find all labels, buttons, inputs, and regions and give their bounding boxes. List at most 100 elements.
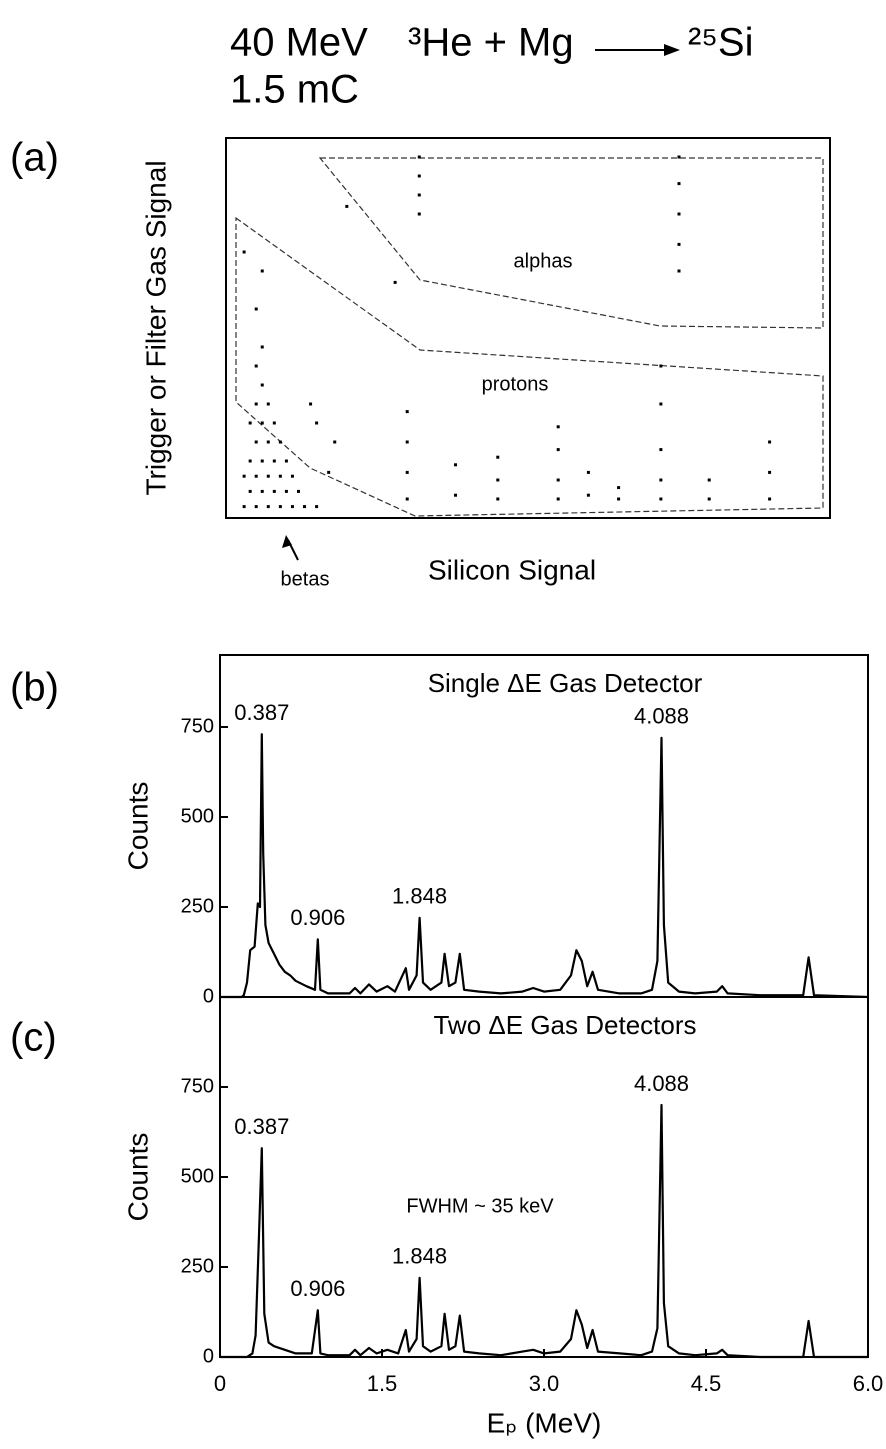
annotation-arrowhead — [282, 535, 292, 548]
event-dot — [248, 459, 252, 463]
panel-title: Single ΔE Gas Detector — [428, 668, 703, 698]
event-dot — [677, 242, 681, 246]
event-dot — [296, 489, 300, 493]
event-dot — [272, 459, 276, 463]
event-dot — [266, 505, 270, 509]
event-dot — [586, 493, 590, 497]
title-charge: 1.5 mC — [230, 68, 359, 112]
event-dot — [266, 474, 270, 478]
title-product: ²⁵Si — [688, 21, 753, 65]
x-tick-label: 0 — [214, 1371, 226, 1396]
annotation: alphas — [514, 250, 573, 272]
event-dot — [278, 440, 282, 444]
x-axis-label: Eₚ (MeV) — [487, 1407, 602, 1438]
y-tick-label: 0 — [203, 985, 214, 1007]
y-tick-label: 500 — [181, 805, 214, 827]
event-dot — [254, 440, 258, 444]
peak-label: 0.906 — [290, 905, 345, 930]
annotation: FWHM ~ 35 keV — [406, 1195, 554, 1217]
event-dot — [345, 204, 349, 208]
event-dot — [556, 425, 560, 429]
event-dot — [315, 421, 319, 425]
event-dot — [677, 182, 681, 186]
y-axis-label: Counts — [122, 782, 153, 871]
event-dot — [260, 489, 264, 493]
panel-label: (b) — [10, 666, 59, 710]
annotation: protons — [482, 373, 549, 395]
proton-gate — [235, 216, 824, 517]
event-dot — [659, 402, 663, 406]
event-dot — [260, 459, 264, 463]
event-dot — [677, 212, 681, 216]
event-dot — [315, 505, 319, 509]
panel-title: Two ΔE Gas Detectors — [433, 1010, 696, 1040]
spectrum-line — [220, 733, 869, 999]
event-dot — [290, 505, 294, 509]
event-dot — [659, 478, 663, 482]
event-dot — [242, 505, 246, 509]
event-dot — [242, 474, 246, 478]
y-tick-label: 250 — [181, 895, 214, 917]
event-dot — [405, 440, 409, 444]
y-tick-label: 750 — [181, 715, 214, 737]
event-dot — [677, 155, 681, 159]
event-dot — [254, 505, 258, 509]
event-dot — [586, 470, 590, 474]
event-dot — [309, 402, 313, 406]
x-tick-label: 1.5 — [367, 1371, 398, 1396]
event-dot — [496, 478, 500, 482]
event-dot — [659, 448, 663, 452]
peak-label: 0.387 — [234, 700, 289, 725]
event-dot — [707, 478, 711, 482]
panel-label: (a) — [10, 136, 59, 180]
event-dot — [417, 174, 421, 178]
event-dot — [405, 470, 409, 474]
x-tick-label: 4.5 — [691, 1371, 722, 1396]
plot-frame — [219, 996, 869, 1358]
event-dot — [556, 497, 560, 501]
event-dot — [556, 448, 560, 452]
event-dot — [327, 470, 331, 474]
event-dot — [254, 474, 258, 478]
event-dot — [248, 489, 252, 493]
y-tick-label: 500 — [181, 1165, 214, 1187]
event-dot — [405, 410, 409, 414]
event-dot — [260, 421, 264, 425]
event-dot — [454, 463, 458, 467]
event-dot — [260, 345, 264, 349]
event-dot — [272, 489, 276, 493]
annotation: betas — [281, 568, 330, 590]
event-dot — [556, 478, 560, 482]
event-dot — [707, 497, 711, 501]
peak-label: 1.848 — [392, 1244, 447, 1269]
event-dot — [417, 155, 421, 159]
y-tick-label: 0 — [203, 1345, 214, 1367]
event-dot — [768, 497, 772, 501]
y-tick-label: 750 — [181, 1075, 214, 1097]
spectrum-line — [220, 1103, 868, 1359]
panel-label: (c) — [10, 1016, 57, 1060]
y-axis-label: Trigger or Filter Gas Signal — [140, 160, 171, 495]
event-dot — [266, 402, 270, 406]
event-dot — [417, 193, 421, 197]
title-reaction: ³He + Mg — [408, 21, 574, 65]
plot-frame — [225, 137, 831, 519]
event-dot — [768, 470, 772, 474]
event-dot — [242, 250, 246, 254]
peak-label: 4.088 — [634, 704, 689, 729]
event-dot — [272, 421, 276, 425]
event-dot — [290, 474, 294, 478]
x-tick-label: 3.0 — [529, 1371, 560, 1396]
x-tick-label: 6.0 — [853, 1371, 884, 1396]
peak-label: 0.387 — [234, 1114, 289, 1139]
event-dot — [254, 402, 258, 406]
y-tick-label: 250 — [181, 1255, 214, 1277]
event-dot — [248, 421, 252, 425]
event-dot — [260, 383, 264, 387]
event-dot — [496, 455, 500, 459]
peak-label: 1.848 — [392, 884, 447, 909]
event-dot — [303, 505, 307, 509]
peak-label: 0.906 — [290, 1276, 345, 1301]
